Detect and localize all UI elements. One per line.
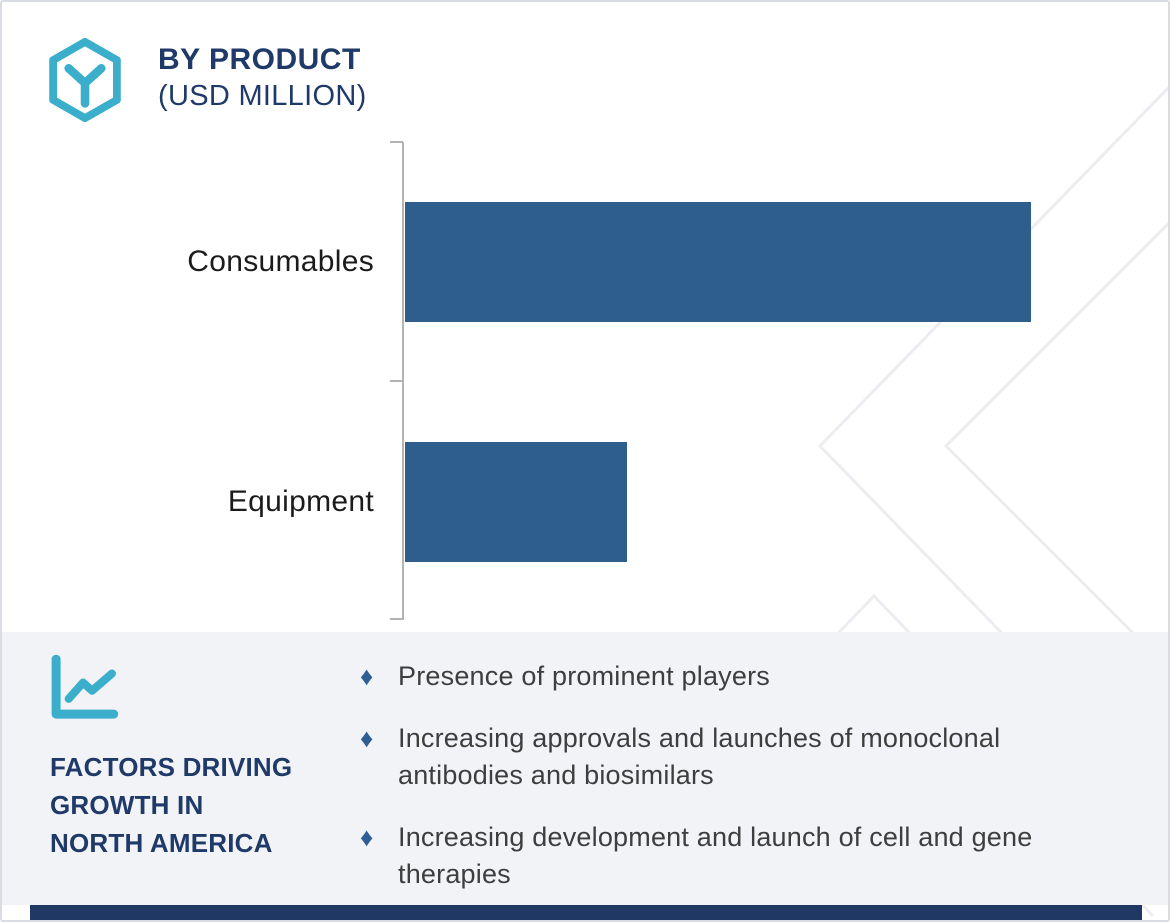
factors-panel: FACTORS DRIVING GROWTH IN NORTH AMERICA … — [2, 632, 1168, 905]
bar-label-consumables: Consumables — [187, 245, 374, 278]
chart-header: BY PRODUCT (USD MILLION) — [46, 38, 367, 122]
diamond-bullet-icon: ♦ — [360, 661, 374, 691]
diamond-bullet-icon: ♦ — [360, 723, 374, 753]
factors-heading-line: GROWTH IN — [50, 790, 204, 820]
factor-text: therapies — [398, 859, 511, 889]
list-item: ♦ Presence of prominent players — [360, 658, 1130, 695]
diamond-bullet-icon: ♦ — [360, 822, 374, 852]
list-item: ♦ Increasing approvals and launches of m… — [360, 720, 1130, 794]
bar-consumables — [405, 202, 1031, 322]
factors-heading-line: FACTORS DRIVING — [50, 752, 293, 782]
category-axis-line — [402, 142, 404, 620]
factor-text: antibodies and biosimilars — [398, 760, 714, 790]
bar-chart: Consumables Equipment — [2, 2, 1168, 632]
factors-heading: FACTORS DRIVING GROWTH IN NORTH AMERICA — [50, 748, 350, 862]
list-item: ♦ Increasing development and launch of c… — [360, 819, 1130, 893]
factor-text: Increasing development and launch of cel… — [398, 822, 1033, 852]
line-chart-icon — [51, 654, 119, 719]
chart-title: BY PRODUCT — [158, 43, 361, 76]
footer-accent-bar — [30, 905, 1142, 920]
chart-subtitle: (USD MILLION) — [158, 80, 367, 112]
factors-heading-line: NORTH AMERICA — [50, 828, 273, 858]
hexagon-y-icon — [49, 38, 121, 122]
bar-equipment — [405, 442, 627, 562]
bar-label-equipment: Equipment — [227, 485, 374, 518]
factor-text: Increasing approvals and launches of mon… — [398, 723, 1001, 753]
axis-tick — [390, 618, 403, 620]
axis-tick — [390, 141, 403, 143]
factor-text: Presence of prominent players — [398, 661, 770, 691]
factors-list: ♦ Presence of prominent players ♦ Increa… — [360, 658, 1130, 918]
axis-tick — [390, 380, 403, 382]
